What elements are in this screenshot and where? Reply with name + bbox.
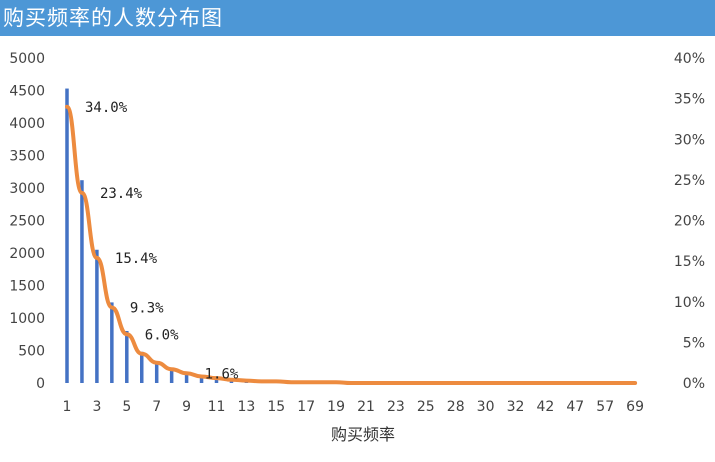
x-tick-label: 15	[267, 399, 285, 415]
x-tick-label: 9	[182, 399, 191, 415]
x-tick-label: 42	[536, 399, 554, 415]
x-tick-label: 11	[208, 399, 226, 415]
y-tick-label: 3500	[9, 149, 45, 165]
bar-1	[65, 88, 69, 384]
x-tick-label: 3	[92, 399, 101, 415]
bar-8	[169, 368, 174, 383]
x-tick-label: 19	[327, 399, 345, 415]
data-label-5: 6.0%	[145, 327, 179, 343]
y-tick-label: 1500	[9, 279, 45, 295]
chart-title: 购买频率的人数分布图	[0, 0, 715, 36]
x-tick-label: 7	[152, 399, 161, 415]
y-tick-label: 2000	[9, 246, 45, 262]
bar-3	[95, 249, 99, 383]
y-tick-label: 5000	[9, 51, 45, 67]
y-tick-label: 4000	[9, 116, 45, 132]
y-tick-label: 2500	[9, 214, 45, 230]
x-tick-label: 5	[122, 399, 131, 415]
bar-5	[125, 331, 129, 383]
x-tick-label: 32	[507, 399, 525, 415]
x-axis: 1 3 5 7 9 11 13 15 17 19 21 23 25 28 30 32 42 47 57 69	[63, 399, 644, 415]
data-label-2: 23.4%	[100, 186, 143, 202]
y2-tick-label: 5%	[683, 335, 705, 351]
y-tick-label: 0	[36, 376, 45, 392]
y2-tick-label: 40%	[674, 51, 705, 67]
percentage-line	[65, 104, 638, 385]
y2-tick-label: 10%	[674, 295, 705, 311]
bar-9	[184, 372, 189, 383]
data-labels: 34.0% 23.4% 15.4% 9.3% 6.0% 1.6%	[85, 100, 239, 383]
x-tick-label: 17	[297, 399, 315, 415]
x-tick-label: 1	[63, 399, 72, 415]
x-tick-label: 47	[566, 399, 584, 415]
line-series-layer	[65, 104, 638, 385]
x-axis-title: 购买频率	[331, 425, 395, 444]
bar-4	[110, 302, 114, 383]
data-label-4: 9.3%	[130, 300, 164, 316]
y2-tick-label: 0%	[683, 376, 705, 392]
y2-tick-label: 15%	[674, 254, 705, 270]
y-axis-left: 0 500 1000 1500 2000 2500 3000 3500 4000 4500 5000	[9, 51, 45, 392]
y-tick-label: 3000	[9, 181, 45, 197]
y-tick-label: 1000	[9, 311, 45, 327]
y2-tick-label: 35%	[674, 92, 705, 108]
bar-6	[140, 351, 144, 383]
bar-2	[80, 180, 84, 383]
y-axis-right: 0% 5% 10% 15% 20% 25% 30% 35% 40%	[674, 51, 705, 392]
y-tick-label: 500	[18, 344, 45, 360]
data-label-1: 34.0%	[85, 100, 128, 116]
x-tick-label: 28	[447, 399, 465, 415]
x-tick-label: 57	[596, 399, 614, 415]
data-label-3: 15.4%	[115, 251, 158, 267]
x-tick-label: 30	[477, 399, 495, 415]
bar-11	[214, 378, 219, 383]
y-tick-label: 4500	[9, 84, 45, 100]
x-tick-label: 21	[357, 399, 375, 415]
x-tick-label: 69	[626, 399, 644, 415]
y2-tick-label: 25%	[674, 173, 705, 189]
x-tick-label: 25	[417, 399, 435, 415]
x-tick-label: 13	[237, 399, 255, 415]
y2-tick-label: 20%	[674, 214, 705, 230]
x-tick-label: 23	[387, 399, 405, 415]
bar-7	[154, 361, 159, 383]
data-label-9: 1.6%	[205, 366, 239, 382]
bar-10	[199, 375, 204, 383]
y2-tick-label: 30%	[674, 132, 705, 148]
